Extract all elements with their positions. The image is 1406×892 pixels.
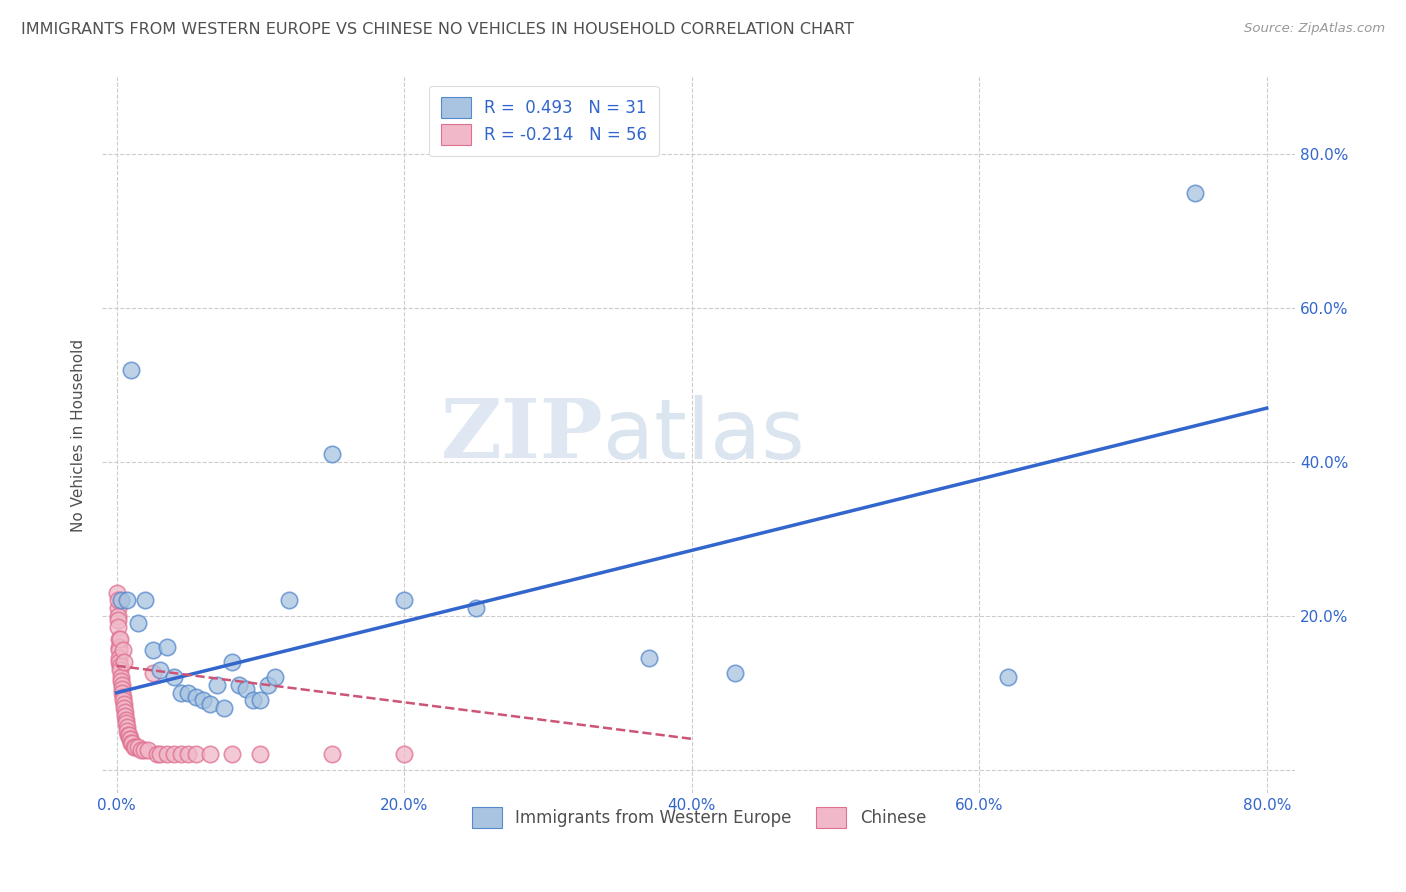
Point <box>136 743 159 757</box>
Point <box>278 593 301 607</box>
Point <box>121 736 143 750</box>
Point <box>107 640 129 654</box>
Point <box>156 640 179 654</box>
Point <box>141 666 163 681</box>
Point <box>114 713 136 727</box>
Point <box>235 681 257 696</box>
Point <box>321 447 343 461</box>
Point <box>107 632 129 646</box>
Point <box>228 678 250 692</box>
Point <box>249 747 271 762</box>
Point <box>205 678 228 692</box>
Point <box>156 747 179 762</box>
Point <box>107 613 129 627</box>
Text: atlas: atlas <box>603 394 806 475</box>
Point <box>111 643 134 657</box>
Point <box>141 643 163 657</box>
Point <box>184 747 207 762</box>
Point <box>108 663 131 677</box>
Point <box>111 686 134 700</box>
Point <box>149 663 172 677</box>
Point <box>108 658 131 673</box>
Point <box>120 736 142 750</box>
Point <box>118 728 141 742</box>
Point <box>120 731 142 746</box>
Point <box>117 724 139 739</box>
Point <box>256 678 278 692</box>
Point <box>111 681 134 696</box>
Point <box>129 743 152 757</box>
Point <box>107 608 129 623</box>
Point <box>263 670 285 684</box>
Point <box>221 655 243 669</box>
Point <box>112 701 135 715</box>
Point <box>163 747 186 762</box>
Point <box>724 666 747 681</box>
Point <box>184 690 207 704</box>
Point <box>117 728 139 742</box>
Point <box>134 593 156 607</box>
Point <box>105 585 128 599</box>
Point <box>249 693 271 707</box>
Point <box>107 593 129 607</box>
Point <box>115 593 138 607</box>
Point <box>112 693 135 707</box>
Point <box>198 747 221 762</box>
Point <box>465 601 488 615</box>
Point <box>392 593 415 607</box>
Point <box>997 670 1019 684</box>
Point <box>110 593 132 607</box>
Point <box>107 620 129 634</box>
Point <box>122 739 145 754</box>
Point <box>127 616 149 631</box>
Point <box>177 747 200 762</box>
Point <box>191 693 214 707</box>
Point <box>108 655 131 669</box>
Point <box>114 655 136 669</box>
Point <box>146 747 169 762</box>
Text: Source: ZipAtlas.com: Source: ZipAtlas.com <box>1244 22 1385 36</box>
Point <box>1184 186 1206 200</box>
Point <box>321 747 343 762</box>
Point <box>112 690 135 704</box>
Legend: Immigrants from Western Europe, Chinese: Immigrants from Western Europe, Chinese <box>465 801 932 834</box>
Point <box>110 632 132 646</box>
Point <box>120 362 142 376</box>
Point <box>114 708 136 723</box>
Point <box>177 686 200 700</box>
Point <box>132 743 155 757</box>
Point <box>127 739 149 754</box>
Point <box>110 674 132 689</box>
Point <box>114 705 136 719</box>
Text: ZIP: ZIP <box>440 395 603 475</box>
Point <box>170 686 193 700</box>
Point <box>107 601 129 615</box>
Text: IMMIGRANTS FROM WESTERN EUROPE VS CHINESE NO VEHICLES IN HOUSEHOLD CORRELATION C: IMMIGRANTS FROM WESTERN EUROPE VS CHINES… <box>21 22 853 37</box>
Point <box>112 697 135 711</box>
Point <box>198 697 221 711</box>
Point <box>108 651 131 665</box>
Point <box>221 747 243 762</box>
Point <box>124 739 146 754</box>
Point <box>163 670 186 684</box>
Point <box>392 747 415 762</box>
Y-axis label: No Vehicles in Household: No Vehicles in Household <box>72 338 86 532</box>
Point <box>111 678 134 692</box>
Point <box>115 716 138 731</box>
Point <box>242 693 264 707</box>
Point <box>214 701 236 715</box>
Point <box>108 643 131 657</box>
Point <box>118 731 141 746</box>
Point <box>149 747 172 762</box>
Point <box>637 651 659 665</box>
Point <box>110 670 132 684</box>
Point <box>115 720 138 734</box>
Point <box>170 747 193 762</box>
